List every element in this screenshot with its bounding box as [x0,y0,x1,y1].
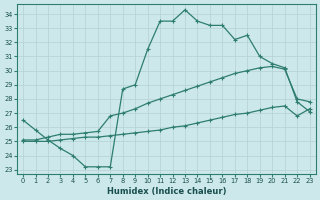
X-axis label: Humidex (Indice chaleur): Humidex (Indice chaleur) [107,187,226,196]
